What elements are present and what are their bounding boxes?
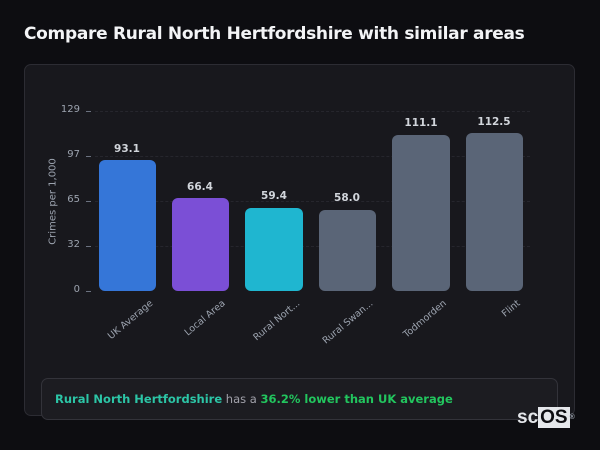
- comparison-summary: Rural North Hertfordshire has a 36.2% lo…: [41, 378, 558, 420]
- summary-connector: has a: [222, 392, 261, 406]
- chart-card: [24, 64, 575, 416]
- logo-text-os: OS: [538, 407, 570, 428]
- logo-text-sc: sc: [517, 407, 539, 428]
- registered-mark: ®: [569, 414, 575, 421]
- comparison-stat: 36.2% lower than UK average: [260, 392, 453, 406]
- area-name: Rural North Hertfordshire: [55, 392, 223, 406]
- scos-logo: sc OS ®: [517, 407, 575, 429]
- page-title: Compare Rural North Hertfordshire with s…: [24, 24, 525, 44]
